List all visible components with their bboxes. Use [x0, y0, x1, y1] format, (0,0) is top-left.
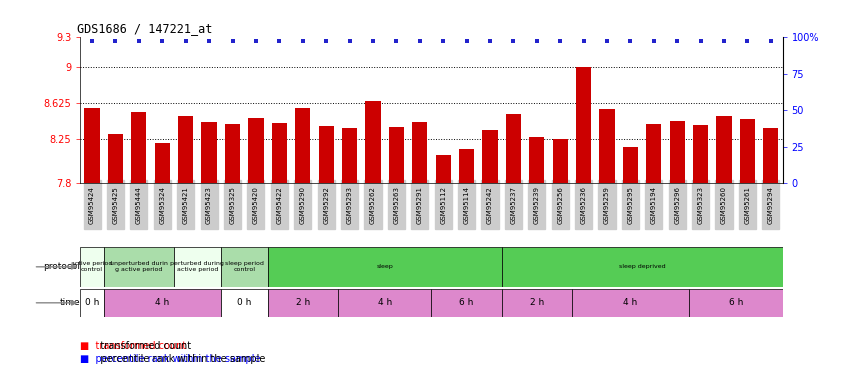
Bar: [179, 116, 193, 183]
Text: time: time: [60, 298, 80, 307]
Text: ■  transformed count: ■ transformed count: [80, 340, 187, 351]
Text: 6 h: 6 h: [459, 298, 474, 307]
Bar: [249, 118, 263, 183]
Text: 4 h: 4 h: [377, 298, 392, 307]
Bar: [552, 140, 568, 183]
Bar: [272, 123, 287, 183]
Text: 4 h: 4 h: [624, 298, 638, 307]
Bar: [267, 247, 502, 287]
Bar: [131, 112, 146, 183]
Text: ■  percentile rank within the sample: ■ percentile rank within the sample: [80, 354, 261, 364]
Bar: [338, 289, 431, 317]
Bar: [85, 108, 100, 183]
Bar: [600, 109, 614, 183]
Text: GDS1686 / 147221_at: GDS1686 / 147221_at: [77, 22, 212, 35]
Text: sleep period
control: sleep period control: [225, 261, 264, 272]
Text: sleep: sleep: [376, 264, 393, 269]
Text: 6 h: 6 h: [728, 298, 743, 307]
Bar: [436, 155, 451, 183]
Bar: [389, 127, 404, 183]
Bar: [506, 114, 521, 183]
Text: 0 h: 0 h: [85, 298, 99, 307]
Bar: [155, 143, 170, 183]
Bar: [201, 122, 217, 183]
Bar: [80, 247, 104, 287]
Text: active period
control: active period control: [71, 261, 113, 272]
Bar: [646, 124, 662, 183]
Bar: [431, 289, 502, 317]
Bar: [104, 247, 174, 287]
Bar: [572, 289, 689, 317]
Text: 4 h: 4 h: [155, 298, 169, 307]
Bar: [108, 134, 123, 183]
Bar: [576, 67, 591, 183]
Text: sleep deprived: sleep deprived: [618, 264, 666, 269]
Bar: [174, 247, 221, 287]
Bar: [412, 122, 427, 183]
Text: 2 h: 2 h: [530, 298, 544, 307]
Bar: [365, 100, 381, 183]
Text: 0 h: 0 h: [237, 298, 251, 307]
Bar: [502, 289, 572, 317]
Bar: [693, 125, 708, 183]
Bar: [530, 137, 544, 183]
Bar: [267, 289, 338, 317]
Bar: [342, 128, 357, 183]
Bar: [502, 247, 783, 287]
Bar: [80, 289, 104, 317]
Text: transformed count: transformed count: [91, 340, 191, 351]
Bar: [221, 289, 267, 317]
Bar: [482, 130, 497, 183]
Bar: [221, 247, 267, 287]
Bar: [295, 108, 310, 183]
Text: 2 h: 2 h: [295, 298, 310, 307]
Bar: [689, 289, 783, 317]
Text: perturbed during
active period: perturbed during active period: [170, 261, 224, 272]
Bar: [319, 126, 333, 183]
Bar: [740, 119, 755, 183]
Bar: [459, 149, 474, 183]
Bar: [623, 147, 638, 183]
Bar: [717, 116, 732, 183]
Text: unperturbed durin
g active period: unperturbed durin g active period: [110, 261, 168, 272]
Bar: [104, 289, 221, 317]
Bar: [670, 121, 684, 183]
Bar: [225, 124, 240, 183]
Text: percentile rank within the sample: percentile rank within the sample: [91, 354, 266, 364]
Bar: [763, 128, 778, 183]
Text: protocol: protocol: [43, 262, 80, 272]
